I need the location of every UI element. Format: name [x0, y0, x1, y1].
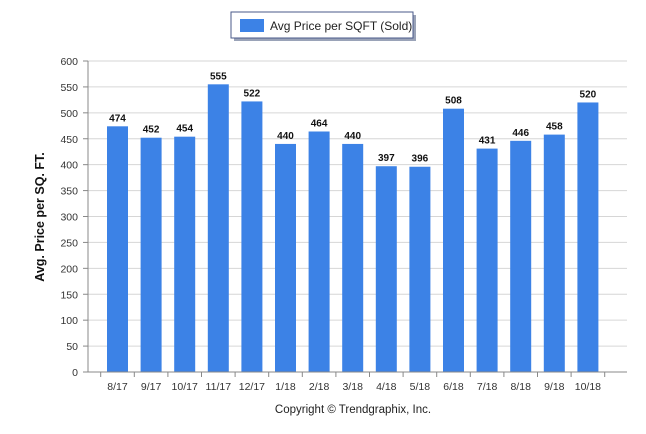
bar-value-label: 474 — [109, 113, 126, 124]
x-tick-label: 10/17 — [172, 381, 198, 393]
x-tick-label: 2/18 — [309, 381, 330, 393]
bar — [375, 166, 397, 372]
x-tick-label: 10/18 — [575, 381, 601, 393]
y-tick-label: 150 — [60, 289, 78, 301]
bar — [140, 137, 162, 372]
bars — [107, 84, 599, 373]
legend: Avg Price per SQFT (Sold) — [230, 11, 416, 41]
bar-value-label: 440 — [344, 131, 361, 142]
bar — [241, 101, 263, 373]
y-tick-label: 100 — [60, 315, 78, 327]
bar — [443, 108, 464, 372]
bar-value-label: 454 — [176, 124, 193, 135]
x-tick-label: 1/18 — [275, 381, 296, 393]
bar-value-label: 431 — [479, 136, 496, 147]
y-tick-label: 450 — [60, 134, 78, 146]
bar-value-label: 396 — [412, 154, 429, 165]
y-tick-label: 350 — [60, 186, 78, 198]
x-tick-label: 7/18 — [477, 381, 498, 393]
x-tick-label: 8/18 — [510, 381, 531, 393]
bar — [409, 166, 431, 372]
bar-value-label: 452 — [143, 125, 160, 136]
bar-value-label: 458 — [546, 122, 563, 133]
bar — [275, 143, 296, 372]
y-axis-title: Avg. Price per SQ. FT. — [33, 152, 47, 281]
bar-value-label: 520 — [580, 89, 597, 100]
bar — [342, 143, 364, 372]
x-tick-label: 11/17 — [206, 381, 232, 393]
x-tick-label: 8/17 — [107, 381, 128, 393]
y-tick-label: 0 — [72, 367, 78, 379]
x-tick-label: 5/18 — [410, 381, 431, 393]
y-tick-label: 500 — [60, 108, 78, 120]
y-tick-label: 50 — [66, 341, 78, 353]
x-tick-label: 3/18 — [342, 381, 363, 393]
x-tick-label: 12/17 — [239, 381, 265, 393]
bar — [476, 148, 498, 372]
y-tick-label: 600 — [60, 56, 78, 68]
data-labels: 474 452 454 555 522 440 464 440 397 396 508 431 446 4… — [109, 71, 597, 164]
bar-value-label: 555 — [210, 71, 227, 82]
bar-value-label: 397 — [378, 153, 395, 164]
x-tick-label: 4/18 — [376, 381, 397, 393]
bar — [510, 140, 532, 372]
bar — [308, 131, 330, 372]
legend-label: Avg Price per SQFT (Sold) — [270, 19, 412, 33]
bar — [543, 134, 565, 372]
copyright-footer: Copyright © Trendgraphix, Inc. — [275, 404, 431, 416]
bar-value-label: 440 — [277, 131, 294, 142]
y-tick-label: 200 — [60, 263, 78, 275]
bar-value-label: 508 — [445, 96, 462, 107]
bar — [107, 126, 128, 372]
x-tick-label: 6/18 — [443, 381, 464, 393]
legend-swatch — [240, 19, 264, 32]
bar-value-label: 522 — [244, 88, 261, 99]
bar — [207, 84, 229, 372]
y-tick-label: 300 — [60, 212, 78, 224]
x-tick-label: 9/17 — [141, 381, 162, 393]
bar-value-label: 464 — [311, 118, 328, 129]
bar — [174, 136, 196, 372]
y-tick-label: 400 — [60, 160, 78, 172]
y-tick-label: 250 — [60, 237, 78, 249]
y-tick-label: 550 — [60, 82, 78, 94]
bar-value-label: 446 — [512, 128, 529, 139]
x-tick-label: 9/18 — [544, 381, 565, 393]
bar — [577, 102, 599, 372]
axes: 0 50 100 150 200 250 300 350 400 450 500 550 600 8/17… — [60, 56, 627, 393]
